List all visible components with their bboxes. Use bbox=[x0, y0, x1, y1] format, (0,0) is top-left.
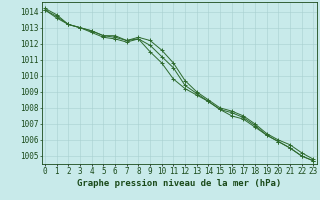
X-axis label: Graphe pression niveau de la mer (hPa): Graphe pression niveau de la mer (hPa) bbox=[77, 179, 281, 188]
